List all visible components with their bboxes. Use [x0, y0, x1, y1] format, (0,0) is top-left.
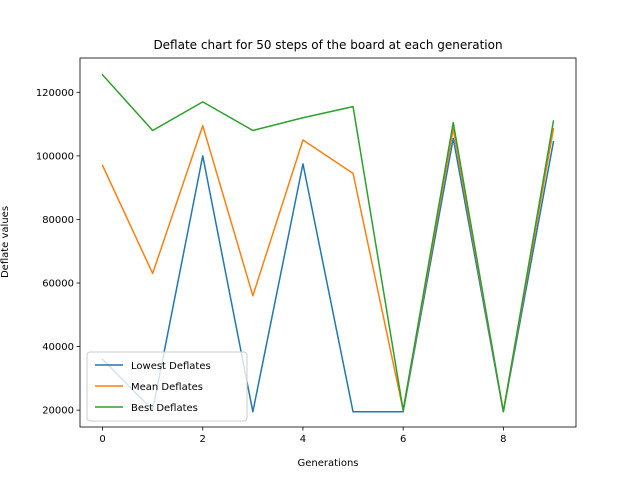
- legend: Lowest Deflates Mean Deflates Best Deflate…: [86, 351, 248, 422]
- legend-label-0: Lowest Deflates: [131, 361, 211, 372]
- legend-label-2: Best Deflates: [131, 403, 198, 414]
- series-line-0: [101, 137, 555, 413]
- x-tick-label: 2: [200, 434, 206, 445]
- y-tick-label: 20000: [42, 406, 74, 417]
- x-axis-label: Generations: [298, 458, 359, 469]
- y-axis-label: Deflate values: [0, 206, 11, 278]
- plot-area: 0 2 4 6 8 20000 40000 60000 80000 100000 120000: [36, 57, 577, 445]
- series-line-2: [101, 73, 555, 413]
- legend-box: [86, 351, 248, 422]
- x-tick-label: 4: [300, 434, 306, 445]
- y-tick-label: 60000: [42, 279, 74, 290]
- chart-title: Deflate chart for 50 steps of the board …: [153, 38, 502, 52]
- x-tick-label: 8: [500, 434, 506, 445]
- x-tick-label: 0: [99, 434, 105, 445]
- y-tick-label: 40000: [42, 342, 74, 353]
- y-tick-label: 80000: [42, 215, 74, 226]
- y-tick-label: 100000: [36, 151, 74, 162]
- x-tick-label: 6: [400, 434, 406, 445]
- axes-frame: [79, 57, 577, 428]
- legend-label-1: Mean Deflates: [131, 382, 203, 393]
- y-tick-label: 120000: [36, 88, 74, 99]
